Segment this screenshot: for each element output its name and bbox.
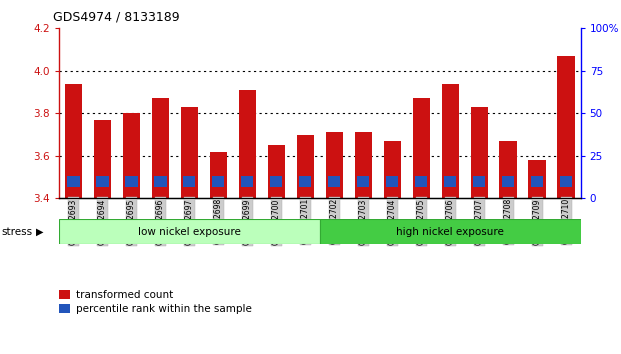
Bar <box>528 160 546 198</box>
Text: low nickel exposure: low nickel exposure <box>138 227 241 237</box>
Text: GSM992697: GSM992697 <box>185 198 194 245</box>
Text: GSM992700: GSM992700 <box>272 198 281 245</box>
Bar <box>212 176 224 187</box>
Bar <box>415 176 427 187</box>
Text: GSM992707: GSM992707 <box>474 198 484 245</box>
Bar <box>299 176 311 187</box>
Bar <box>242 176 253 187</box>
Text: GSM992701: GSM992701 <box>301 198 310 245</box>
Text: percentile rank within the sample: percentile rank within the sample <box>76 304 252 314</box>
Bar <box>386 176 398 187</box>
Bar <box>499 141 517 198</box>
Text: GSM992708: GSM992708 <box>504 198 513 245</box>
Text: GSM992710: GSM992710 <box>561 198 571 245</box>
Bar <box>412 98 430 198</box>
Bar <box>329 176 340 187</box>
Bar <box>502 176 514 187</box>
Bar <box>123 113 140 198</box>
Text: GSM992702: GSM992702 <box>330 198 339 245</box>
Bar <box>325 132 343 198</box>
Text: GSM992703: GSM992703 <box>359 198 368 245</box>
Text: GSM992699: GSM992699 <box>243 198 252 245</box>
Bar <box>531 176 543 187</box>
Bar <box>152 98 169 198</box>
Bar <box>442 84 459 198</box>
Bar <box>183 176 196 187</box>
Text: stress: stress <box>1 227 32 237</box>
Bar <box>270 176 283 187</box>
Bar <box>210 152 227 198</box>
Bar <box>65 84 82 198</box>
Text: high nickel exposure: high nickel exposure <box>396 227 504 237</box>
Bar <box>181 107 198 198</box>
Bar <box>560 176 572 187</box>
Bar <box>59 219 320 244</box>
Bar <box>238 90 256 198</box>
Text: GSM992705: GSM992705 <box>417 198 426 245</box>
Bar <box>96 176 109 187</box>
Bar <box>268 145 285 198</box>
Bar <box>444 176 456 187</box>
Bar <box>297 135 314 198</box>
Text: GSM992693: GSM992693 <box>69 198 78 245</box>
Text: GSM992706: GSM992706 <box>446 198 455 245</box>
Bar <box>320 219 581 244</box>
Bar <box>473 176 485 187</box>
Text: GSM992704: GSM992704 <box>388 198 397 245</box>
Text: GSM992709: GSM992709 <box>533 198 542 245</box>
Bar <box>355 132 372 198</box>
Bar <box>155 176 166 187</box>
Bar <box>471 107 488 198</box>
Bar <box>357 176 369 187</box>
Text: transformed count: transformed count <box>76 290 174 299</box>
Bar <box>384 141 401 198</box>
Bar <box>68 176 79 187</box>
Text: GSM992694: GSM992694 <box>98 198 107 245</box>
Bar <box>558 56 575 198</box>
Bar <box>125 176 137 187</box>
Text: ▶: ▶ <box>36 227 43 237</box>
Text: GSM992698: GSM992698 <box>214 198 223 245</box>
Text: GSM992695: GSM992695 <box>127 198 136 245</box>
Text: GDS4974 / 8133189: GDS4974 / 8133189 <box>53 11 179 24</box>
Bar <box>94 120 111 198</box>
Text: GSM992696: GSM992696 <box>156 198 165 245</box>
